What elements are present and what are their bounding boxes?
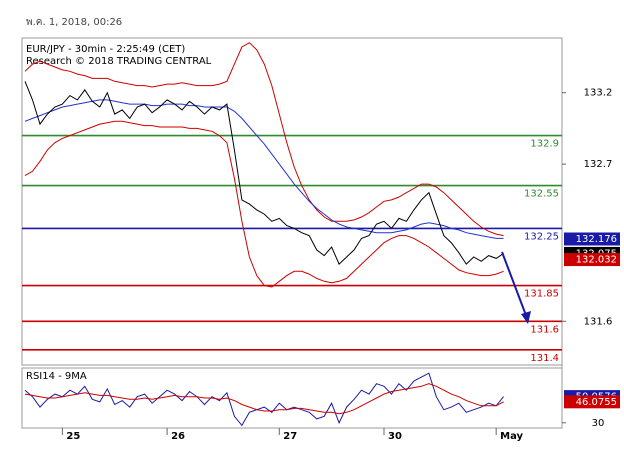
x-tick-label: 26 (171, 431, 185, 442)
series-line (24, 372, 504, 427)
arrow-head (521, 311, 531, 324)
level-label: 131.85 (524, 289, 559, 300)
level-label: 132.25 (524, 231, 559, 242)
y-tick-label: 131.6 (584, 316, 613, 327)
chart-subtitle: Research © 2018 TRADING CENTRAL (26, 56, 212, 67)
price-tag-label: 46.0755 (576, 397, 617, 408)
x-tick-label: 30 (388, 431, 402, 442)
price-tag-label: 132.032 (576, 255, 617, 266)
price-tag (564, 253, 620, 267)
y-tick-label: 132.7 (584, 159, 613, 170)
rsi-title: RSI14 - 9MA (26, 371, 87, 382)
y-tick-label: 30 (592, 418, 605, 429)
y-tick-label: 133.2 (584, 88, 613, 99)
x-tick-label: May (500, 431, 523, 442)
timestamp: พ.ค. 1, 2018, 00:26 (26, 17, 122, 28)
series-line (24, 99, 504, 239)
level-label: 132.55 (524, 189, 559, 200)
price-tag-label: 132.176 (576, 234, 617, 245)
price-tag (564, 232, 620, 246)
x-tick-label: 25 (66, 431, 80, 442)
series-line (24, 383, 504, 415)
forecast-arrow (501, 251, 528, 319)
series-line (24, 120, 504, 288)
level-label: 132.9 (530, 139, 559, 150)
price-tag (564, 395, 620, 409)
series-line (24, 42, 504, 237)
level-label: 131.6 (530, 324, 559, 335)
level-label: 131.4 (530, 353, 559, 364)
x-tick-label: 27 (283, 431, 297, 442)
series-line (24, 81, 504, 265)
chart-title: EUR/JPY - 30min - 2:25:49 (CET) (26, 44, 185, 55)
